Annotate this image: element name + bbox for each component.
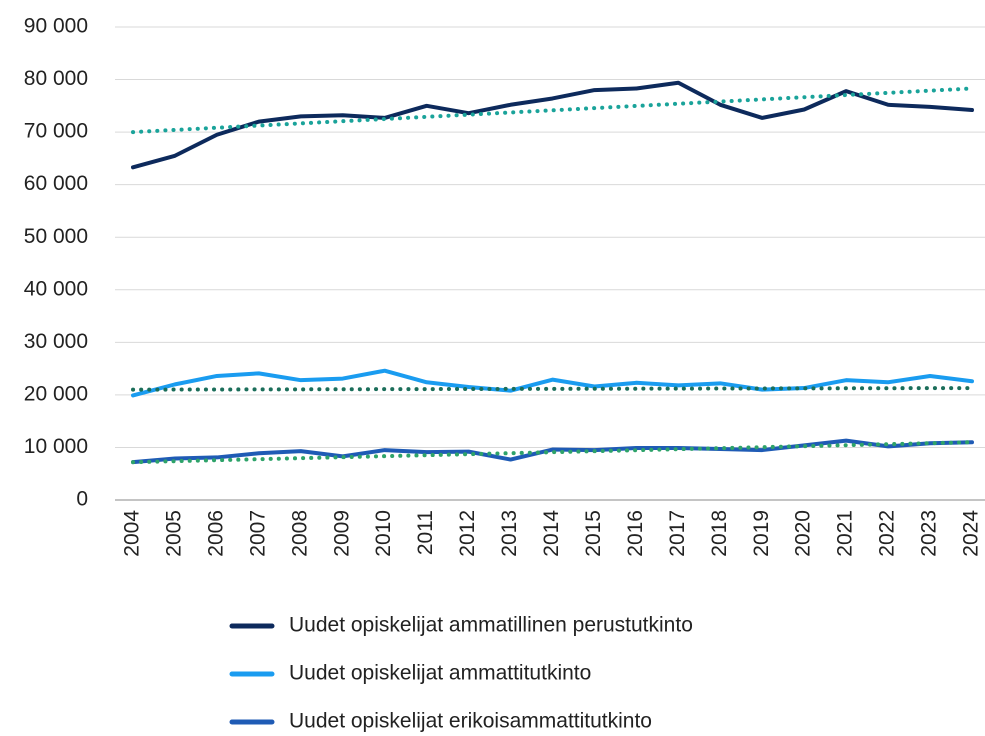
x-tick-label: 2018 bbox=[708, 510, 731, 557]
x-tick-label: 2008 bbox=[288, 510, 311, 557]
x-tick-label: 2022 bbox=[876, 510, 899, 557]
x-tick-label: 2017 bbox=[666, 510, 689, 557]
x-tick-label: 2011 bbox=[414, 510, 437, 555]
y-tick-label: 90 000 bbox=[24, 15, 88, 38]
legend-label: Uudet opiskelijat ammattitutkinto bbox=[289, 662, 591, 685]
trend-line bbox=[131, 386, 974, 392]
x-tick-label: 2005 bbox=[162, 510, 185, 557]
x-tick-label: 2009 bbox=[330, 510, 353, 557]
x-tick-label: 2010 bbox=[372, 510, 395, 557]
x-tick-label: 2020 bbox=[792, 510, 815, 557]
series-line bbox=[131, 368, 974, 398]
trend-line bbox=[131, 86, 974, 135]
x-tick-label: 2004 bbox=[121, 510, 144, 557]
y-tick-label: 30 000 bbox=[24, 330, 88, 353]
x-tick-label: 2012 bbox=[456, 510, 479, 557]
x-tick-label: 2013 bbox=[498, 510, 521, 557]
legend-label: Uudet opiskelijat erikoisammattitutkinto bbox=[289, 710, 652, 733]
y-tick-label: 40 000 bbox=[24, 277, 88, 300]
x-tick-label: 2015 bbox=[582, 510, 605, 557]
y-tick-label: 0 bbox=[76, 488, 88, 511]
x-tick-label: 2014 bbox=[540, 510, 563, 557]
x-tick-label: 2016 bbox=[624, 510, 647, 557]
trend-line bbox=[131, 440, 974, 465]
x-tick-label: 2019 bbox=[750, 510, 773, 557]
x-tick-label: 2021 bbox=[834, 510, 857, 557]
y-tick-label: 60 000 bbox=[24, 172, 88, 195]
y-tick-label: 10 000 bbox=[24, 435, 88, 458]
y-tick-label: 70 000 bbox=[24, 120, 88, 143]
x-tick-label: 2006 bbox=[204, 510, 227, 557]
y-tick-label: 80 000 bbox=[24, 67, 88, 90]
y-tick-label: 20 000 bbox=[24, 382, 88, 405]
series-line bbox=[131, 438, 974, 465]
x-tick-label: 2024 bbox=[960, 510, 983, 557]
series-line bbox=[131, 80, 974, 170]
x-tick-label: 2023 bbox=[918, 510, 941, 557]
y-tick-label: 50 000 bbox=[24, 225, 88, 248]
legend-label: Uudet opiskelijat ammatillinen perustutk… bbox=[289, 614, 693, 637]
x-tick-label: 2007 bbox=[246, 510, 269, 557]
